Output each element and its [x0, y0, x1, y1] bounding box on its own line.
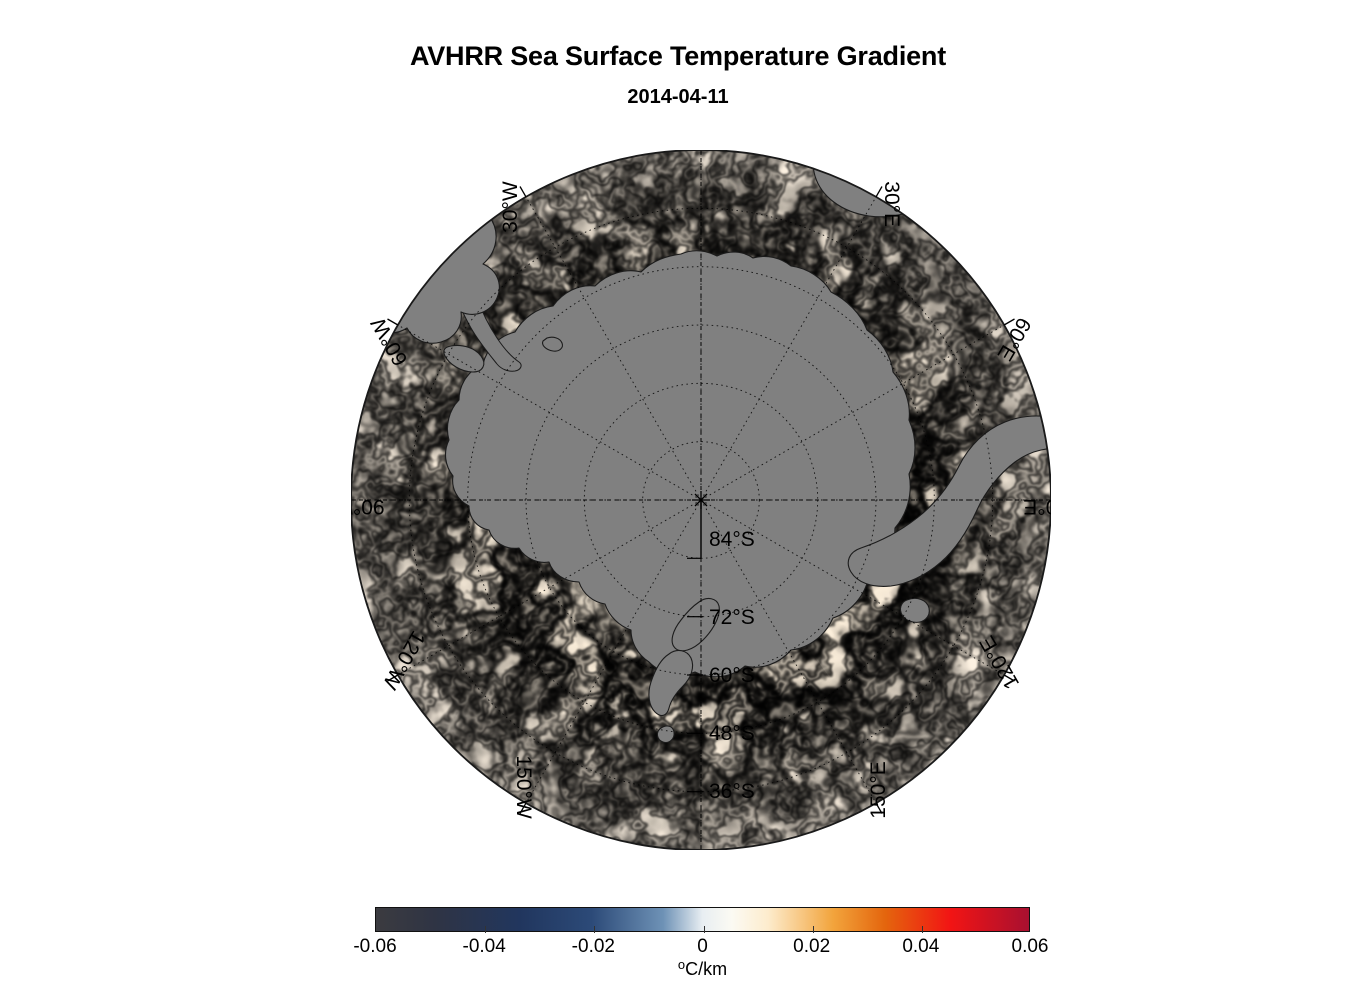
lon-label-150e: 150°E — [867, 761, 890, 818]
land-new-zealand-south — [648, 649, 694, 717]
meridian-ticks — [387, 186, 1015, 814]
lon-label-90e: 90°E — [1023, 495, 1051, 518]
figure-subtitle-date: 2014-04-11 — [627, 86, 729, 108]
lon-label-30e: 30°E — [880, 181, 903, 227]
colorbar-tick-label: -0.06 — [353, 936, 397, 957]
lat-label-72s: 72°S — [709, 606, 755, 629]
land-falklands — [542, 336, 563, 352]
colorbar-tick — [812, 926, 814, 933]
polar-stereographic-map: 84°S 72°S 60°S 48°S 36°S — [351, 150, 1051, 850]
lat-label-84s: 84°S — [709, 528, 755, 551]
colorbar-tick — [921, 926, 923, 933]
colorbar-tick — [594, 926, 596, 933]
colorbar-ticks — [376, 908, 1031, 933]
colorbar-tick — [485, 926, 487, 933]
land-new-zealand-north — [671, 597, 720, 652]
lat-label-60s: 60°S — [709, 664, 755, 687]
land-tierra-del-fuego — [443, 344, 485, 373]
land-stewart-island — [656, 725, 675, 743]
colorbar-gradient — [375, 907, 1031, 933]
colorbar: -0.06 -0.04 -0.02 0 0.02 0.04 0.06 — [353, 907, 1048, 958]
colorbar-tick-label: 0.02 — [793, 936, 831, 957]
colorbar-unit-label: oC/km — [677, 957, 728, 979]
colorbar-tick-label: -0.02 — [571, 936, 615, 957]
lon-label-150w: 150°W — [512, 755, 535, 818]
colorbar-tick-label: -0.04 — [462, 936, 506, 957]
colorbar-tick-label: 0.04 — [902, 936, 940, 957]
land-madagascar — [986, 238, 1014, 282]
lon-label-30w: 30°W — [499, 181, 522, 233]
lat-label-48s: 48°S — [709, 722, 755, 745]
colorbar-tick-label: 0.06 — [1011, 936, 1049, 957]
unit-text: C/km — [685, 958, 728, 979]
colorbar-tick-labels: -0.06 -0.04 -0.02 0 0.02 0.04 0.06 — [353, 936, 1048, 958]
land-australia — [847, 415, 1051, 587]
land-tasmania — [899, 597, 930, 623]
page-title: AVHRR Sea Surface Temperature Gradient — [409, 41, 947, 71]
colorbar-tick — [703, 926, 705, 933]
lon-label-90w: 90°W — [351, 495, 385, 518]
colorbar-tick-label: 0 — [697, 936, 708, 957]
lat-label-36s: 36°S — [709, 780, 755, 803]
latitude-labels: 84°S 72°S 60°S 48°S 36°S — [687, 500, 755, 803]
